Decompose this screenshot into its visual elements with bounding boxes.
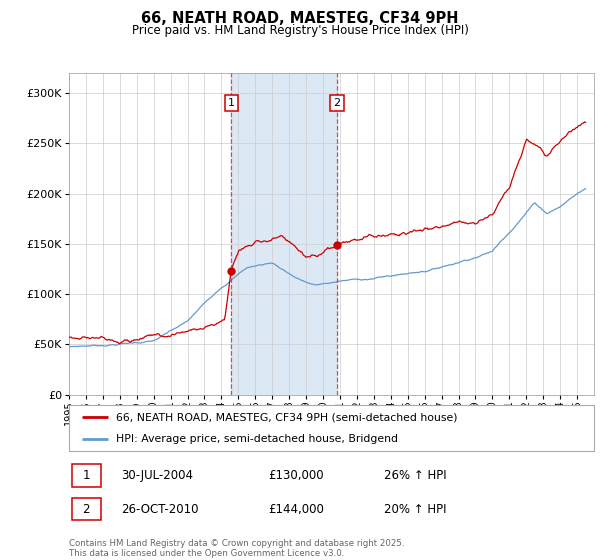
FancyBboxPatch shape	[71, 464, 101, 487]
Text: 1: 1	[228, 98, 235, 108]
Text: 26-OCT-2010: 26-OCT-2010	[121, 502, 199, 516]
FancyBboxPatch shape	[69, 405, 594, 451]
Text: Contains HM Land Registry data © Crown copyright and database right 2025.
This d: Contains HM Land Registry data © Crown c…	[69, 539, 404, 558]
Text: £144,000: £144,000	[269, 502, 325, 516]
Text: 66, NEATH ROAD, MAESTEG, CF34 9PH (semi-detached house): 66, NEATH ROAD, MAESTEG, CF34 9PH (semi-…	[116, 412, 458, 422]
Text: 2: 2	[334, 98, 341, 108]
Text: £130,000: £130,000	[269, 469, 324, 482]
Text: 26% ↑ HPI: 26% ↑ HPI	[384, 469, 446, 482]
Text: 30-JUL-2004: 30-JUL-2004	[121, 469, 193, 482]
Bar	[231, 73, 337, 395]
Text: 20% ↑ HPI: 20% ↑ HPI	[384, 502, 446, 516]
Text: 1: 1	[82, 469, 90, 482]
Text: HPI: Average price, semi-detached house, Bridgend: HPI: Average price, semi-detached house,…	[116, 435, 398, 444]
Text: 2: 2	[82, 502, 90, 516]
Text: 66, NEATH ROAD, MAESTEG, CF34 9PH: 66, NEATH ROAD, MAESTEG, CF34 9PH	[141, 11, 459, 26]
Text: Price paid vs. HM Land Registry's House Price Index (HPI): Price paid vs. HM Land Registry's House …	[131, 24, 469, 36]
FancyBboxPatch shape	[71, 498, 101, 520]
